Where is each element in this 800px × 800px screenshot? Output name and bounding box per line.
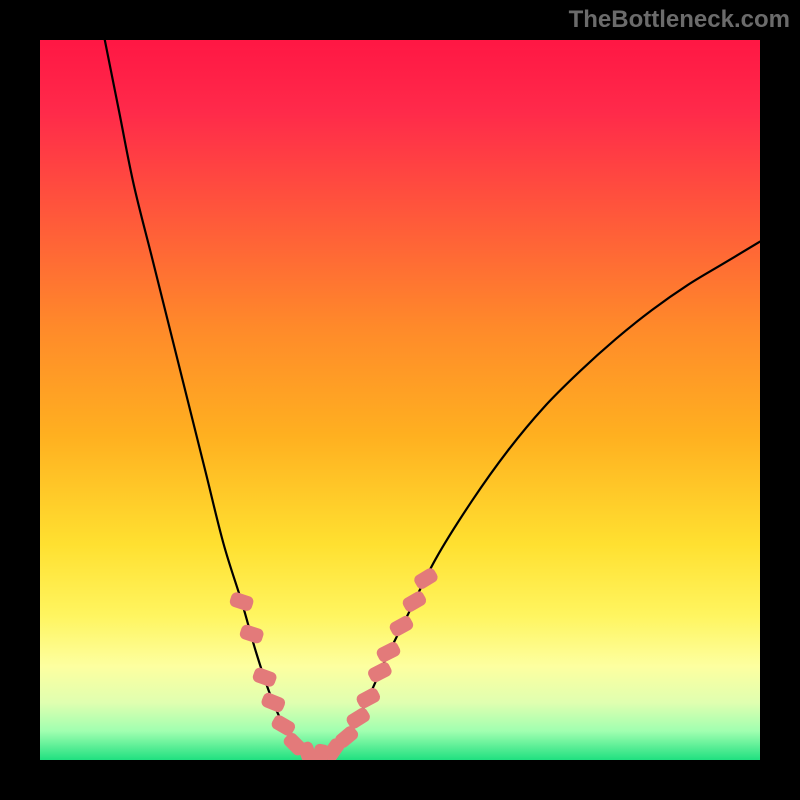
watermark-text: TheBottleneck.com <box>569 6 790 34</box>
chart-container: TheBottleneck.com <box>0 0 800 800</box>
bottleneck-chart <box>40 40 760 760</box>
